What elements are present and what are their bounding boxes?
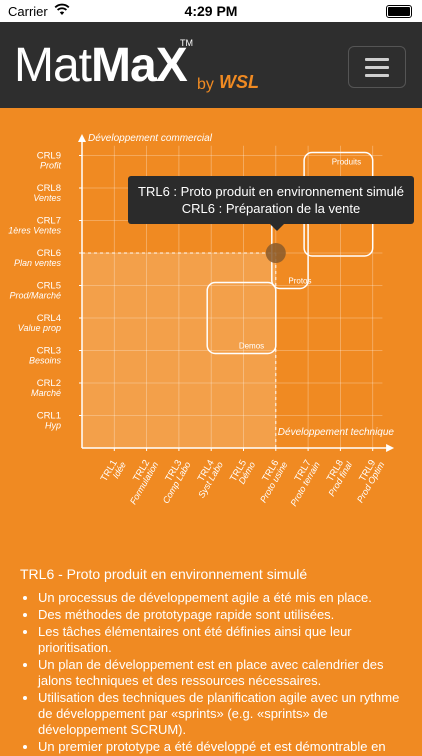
zone-label: Demos (239, 342, 264, 351)
app-header: MatMaX TM by WSL (0, 22, 422, 108)
logo-mat: Mat (14, 39, 92, 92)
tooltip-crl-line: CRL6 : Préparation de la vente (181, 201, 361, 216)
status-time: 4:29 PM (184, 3, 238, 19)
carrier-label: Carrier (8, 4, 48, 19)
y-tick-name: Prod/Marché (9, 291, 61, 301)
y-tick-name: Hyp (45, 421, 61, 431)
zone-label: Produits (332, 158, 361, 167)
x-axis-arrow (386, 444, 395, 452)
y-tick-code: CRL8 (37, 183, 61, 194)
y-tick-code: CRL7 (37, 216, 61, 227)
y-tick-code: CRL6 (37, 248, 61, 259)
y-tick-name: Profit (40, 161, 62, 171)
tooltip-trl-line: TRL6 : Proto produit en environnement si… (138, 184, 404, 199)
matmax-logo: MatMaX TM by WSL (14, 38, 259, 93)
y-tick-name: Value prop (18, 323, 61, 333)
y-axis-arrow (78, 134, 86, 142)
description-title: TRL6 - Proto produit en environnement si… (20, 566, 308, 582)
y-tick-code: CRL3 (37, 346, 61, 357)
y-axis-title: Développement commercial (88, 133, 213, 144)
status-bar: Carrier 4:29 PM (0, 0, 422, 22)
description-item: Les tâches élémentaires ont été définies… (38, 624, 404, 656)
description-item: Un premier prototype a été développé et … (38, 739, 404, 755)
description-item: Des méthodes de prototypage rapide sont … (38, 607, 404, 623)
y-tick-code: CRL4 (37, 313, 61, 324)
y-tick-name: Ventes (33, 193, 61, 203)
description-item: Utilisation des techniques de planificat… (38, 690, 404, 738)
logo-wsl: WSL (219, 72, 259, 92)
description-item: Un plan de développement est en place av… (38, 657, 404, 689)
y-tick-name: Marché (31, 388, 61, 398)
wifi-icon (54, 3, 70, 19)
position-tooltip: TRL6 : Proto produit en environnement si… (128, 176, 414, 231)
y-tick-name: Plan ventes (14, 258, 62, 268)
progress-area (82, 253, 276, 448)
tooltip-arrow (270, 224, 284, 231)
logo-tm: TM (180, 38, 193, 48)
y-tick-code: CRL9 (37, 151, 61, 162)
description-item: Un processus de développement agile a ét… (38, 590, 404, 606)
y-tick-code: CRL2 (37, 378, 61, 389)
x-axis-title: Développement technique (278, 427, 395, 438)
y-tick-code: CRL5 (37, 281, 61, 292)
hamburger-icon[interactable] (348, 46, 406, 88)
zone-label: Protos (288, 277, 311, 286)
description-list: Un processus de développement agile a ét… (0, 590, 422, 756)
logo-max: MaX (91, 39, 188, 92)
logo-by: by (197, 76, 214, 93)
y-tick-name: 1ères Ventes (8, 226, 61, 236)
battery-icon (386, 5, 412, 18)
y-tick-name: Besoins (29, 356, 62, 366)
zone-demos (206, 281, 277, 355)
y-tick-code: CRL1 (37, 411, 61, 422)
current-position-point[interactable] (265, 243, 286, 263)
